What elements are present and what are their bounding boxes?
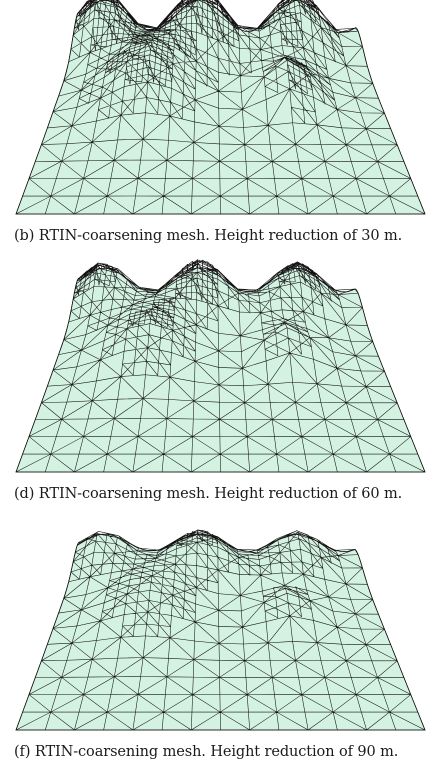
terrain-mesh-render-d <box>15 259 426 473</box>
mesh-lines <box>15 529 426 731</box>
terrain-surface <box>15 533 426 731</box>
figure-caption-d: (d) RTIN-coarsening mesh. Height reducti… <box>14 486 403 502</box>
mesh-lines <box>15 259 426 473</box>
terrain-mesh-render-f <box>15 529 426 731</box>
terrain-surface <box>15 267 426 473</box>
figure-caption-f: (f) RTIN-coarsening mesh. Height reducti… <box>14 744 399 760</box>
figure-panel-d: (d) RTIN-coarsening mesh. Height reducti… <box>0 258 441 510</box>
figure-panel-b: (b) RTIN-coarsening mesh. Height reducti… <box>0 0 441 250</box>
terrain-mesh-render-b <box>15 0 426 215</box>
figure-caption-b: (b) RTIN-coarsening mesh. Height reducti… <box>14 228 403 244</box>
mesh-lines <box>15 0 426 215</box>
figure-panel-f: (f) RTIN-coarsening mesh. Height reducti… <box>0 516 441 772</box>
